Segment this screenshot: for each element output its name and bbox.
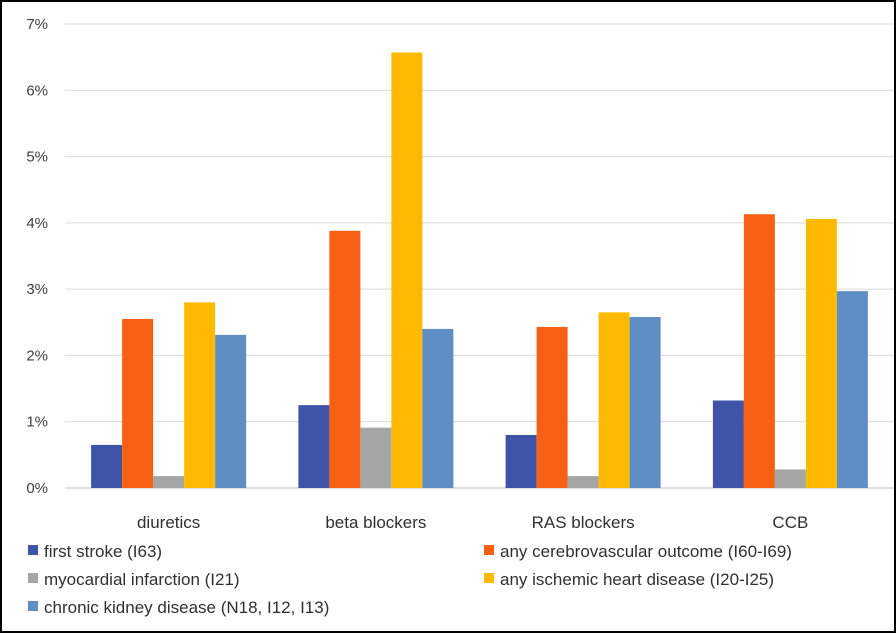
bar [122, 318, 154, 488]
x-category-label: beta blockers [325, 513, 426, 532]
bar [153, 476, 185, 488]
bar [567, 476, 599, 488]
y-tick-label: 0% [26, 480, 48, 497]
bar [391, 52, 423, 488]
legend-label: any ischemic heart disease (I20-I25) [500, 570, 774, 589]
legend-swatch [484, 545, 494, 555]
legend-swatch [484, 573, 494, 583]
bar [184, 302, 216, 488]
x-category-label: CCB [772, 513, 808, 532]
bar [536, 326, 568, 488]
legend-label: any cerebrovascular outcome (I60-I69) [500, 542, 792, 561]
legend-swatch [28, 573, 38, 583]
y-tick-label: 4% [26, 215, 48, 232]
legend-swatch [28, 545, 38, 555]
bar [743, 214, 775, 489]
y-tick-label: 6% [26, 82, 48, 99]
x-category-label: RAS blockers [532, 513, 635, 532]
y-tick-label: 7% [26, 16, 48, 33]
y-tick-label: 1% [26, 414, 48, 431]
legend-swatch [28, 601, 38, 611]
bar [598, 312, 630, 488]
legend-label: myocardial infarction (I21) [44, 570, 240, 589]
bar [629, 316, 661, 488]
bar [329, 230, 361, 488]
y-tick-label: 5% [26, 149, 48, 166]
bar [91, 444, 123, 488]
bar [836, 291, 868, 488]
bar [298, 405, 330, 488]
bar [774, 469, 806, 488]
bar [215, 334, 247, 488]
legend-label: first stroke (I63) [44, 542, 162, 561]
bar [505, 434, 537, 488]
bar [805, 218, 837, 488]
x-category-label: diuretics [137, 513, 200, 532]
y-tick-label: 2% [26, 347, 48, 364]
bar [712, 400, 744, 488]
legend-label: chronic kidney disease (N18, I12, I13) [44, 598, 329, 617]
bar [422, 328, 454, 488]
bar [360, 427, 392, 488]
y-tick-label: 3% [26, 281, 48, 298]
